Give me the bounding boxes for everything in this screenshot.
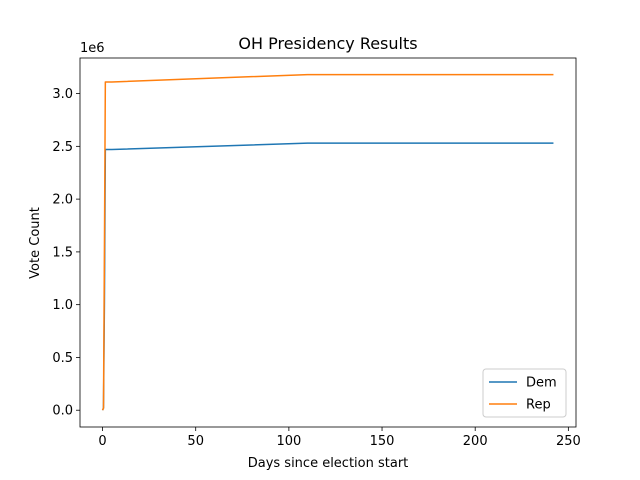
- plot-frame: [79, 57, 577, 428]
- chart-title: OH Presidency Results: [238, 34, 417, 53]
- legend-box: [482, 368, 567, 418]
- plot-area: [79, 57, 577, 428]
- x-tick-label: 250: [556, 434, 581, 449]
- y-tick-label: 1.5: [52, 245, 73, 260]
- y-tick-label: 2.5: [52, 140, 73, 155]
- legend: Dem Rep: [482, 368, 567, 418]
- y-axis-label: Vote Count: [28, 207, 43, 279]
- legend-label-dem: Dem: [526, 376, 557, 391]
- x-axis-ticks: 0 50 100 150 200 250: [98, 427, 581, 449]
- y-tick-label: 0.5: [52, 351, 73, 366]
- y-tick-label: 3.0: [52, 87, 73, 102]
- x-tick-label: 50: [187, 434, 204, 449]
- x-tick-label: 150: [370, 434, 395, 449]
- y-offset-label: 1e6: [80, 41, 105, 56]
- x-tick-label: 0: [98, 434, 106, 449]
- y-tick-label: 1.0: [52, 298, 73, 313]
- legend-label-rep: Rep: [526, 398, 551, 413]
- x-tick-label: 200: [463, 434, 488, 449]
- y-tick-label: 0.0: [52, 404, 73, 419]
- series-line-rep: [101, 73, 554, 411]
- y-axis-ticks: 0.0 0.5 1.0 1.5 2.0 2.5 3.0: [52, 87, 80, 419]
- x-tick-label: 100: [276, 434, 301, 449]
- y-tick-label: 2.0: [52, 193, 73, 208]
- x-axis-label: Days since election start: [248, 456, 409, 471]
